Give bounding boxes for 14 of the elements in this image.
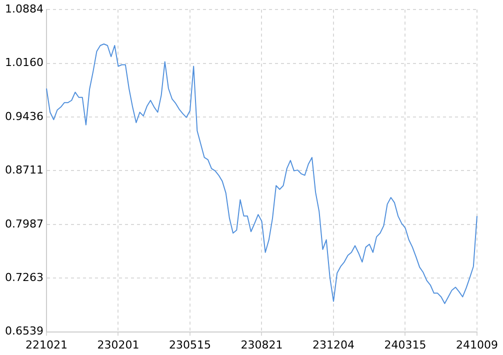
- y-tick-label: 1.0160: [4, 56, 44, 70]
- x-tick-label: 221021: [25, 338, 68, 352]
- y-tick-label: 0.8711: [4, 164, 44, 177]
- x-tick-label: 240315: [384, 338, 426, 352]
- y-tick-label: 0.7987: [4, 217, 44, 230]
- y-tick-label: 0.9436: [4, 110, 44, 123]
- x-tick-label: 230821: [240, 338, 283, 352]
- y-tick-label: 0.7263: [4, 270, 44, 284]
- y-tick-label: 0.6539: [4, 324, 44, 338]
- x-tick-label: 231204: [312, 338, 354, 352]
- y-tick-label: 1.0884: [4, 2, 44, 16]
- x-tick-label: 230201: [97, 338, 140, 352]
- x-tick-label: 241009: [456, 338, 498, 352]
- x-tick-label: 230515: [168, 338, 211, 352]
